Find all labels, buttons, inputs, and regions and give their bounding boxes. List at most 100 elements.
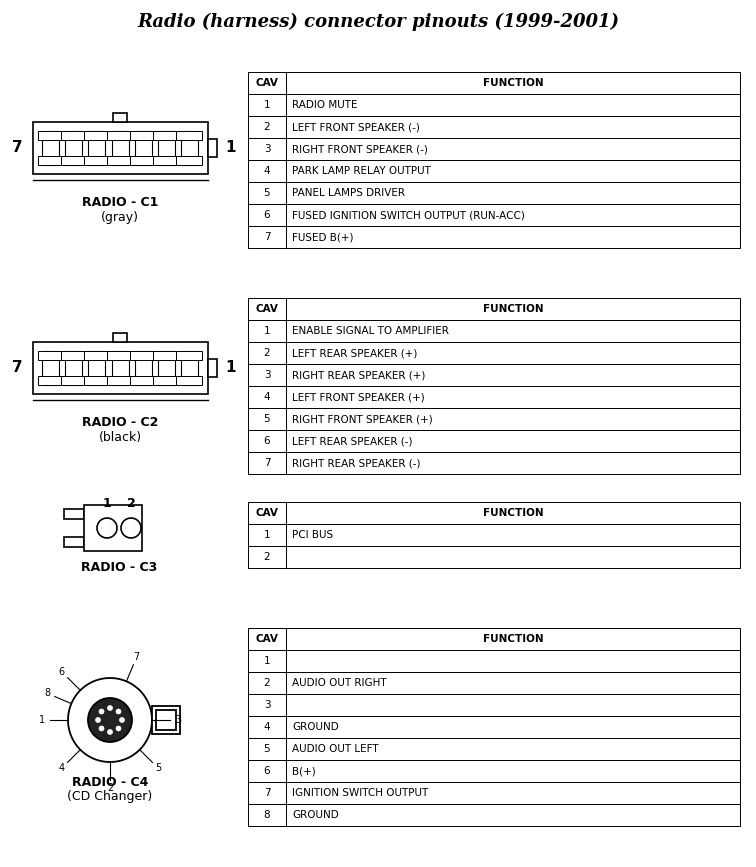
Bar — [248, 546, 740, 568]
Bar — [60, 156, 87, 165]
Bar — [42, 351, 60, 385]
Bar — [248, 116, 740, 138]
Text: RADIO - C4: RADIO - C4 — [72, 776, 148, 789]
Bar — [130, 351, 156, 360]
Bar — [248, 364, 740, 386]
Bar — [38, 351, 64, 360]
Bar — [248, 160, 740, 182]
Text: 2: 2 — [264, 348, 271, 358]
Bar — [88, 131, 106, 165]
Bar — [84, 156, 110, 165]
Text: FUNCTION: FUNCTION — [482, 634, 544, 644]
Bar — [176, 351, 203, 360]
Bar — [248, 298, 740, 320]
Circle shape — [95, 718, 101, 722]
Text: 4: 4 — [264, 166, 271, 176]
Text: RIGHT FRONT SPEAKER (-): RIGHT FRONT SPEAKER (-) — [292, 144, 428, 154]
Bar — [38, 156, 64, 165]
Bar — [248, 430, 740, 452]
Bar — [153, 376, 179, 385]
Text: 2: 2 — [264, 122, 271, 132]
Text: 2: 2 — [107, 783, 113, 793]
Bar — [248, 320, 740, 342]
Bar — [153, 351, 179, 360]
Text: FUNCTION: FUNCTION — [482, 304, 544, 314]
Text: GROUND: GROUND — [292, 810, 339, 820]
Text: 6: 6 — [264, 766, 271, 776]
Bar — [84, 376, 110, 385]
Text: 1: 1 — [39, 715, 45, 725]
Bar — [107, 351, 133, 360]
Circle shape — [121, 518, 141, 538]
Text: RADIO - C3: RADIO - C3 — [81, 561, 157, 574]
Bar — [107, 376, 133, 385]
Bar — [107, 131, 133, 140]
Bar — [207, 359, 216, 377]
Text: 4: 4 — [264, 722, 271, 732]
Bar — [248, 716, 740, 738]
Bar — [157, 131, 175, 165]
Text: Radio (harness) connector pinouts (1999-2001): Radio (harness) connector pinouts (1999-… — [137, 13, 619, 31]
Bar — [176, 376, 203, 385]
Bar — [248, 524, 740, 546]
Text: 5: 5 — [264, 414, 271, 424]
Circle shape — [107, 729, 113, 734]
Text: 5: 5 — [155, 763, 161, 773]
Bar — [84, 505, 142, 551]
Bar — [60, 351, 87, 360]
Text: IGNITION SWITCH OUTPUT: IGNITION SWITCH OUTPUT — [292, 788, 428, 798]
Circle shape — [99, 709, 104, 714]
Bar — [38, 376, 64, 385]
Text: 6: 6 — [264, 210, 271, 220]
Text: 4: 4 — [59, 763, 65, 773]
Text: AUDIO OUT RIGHT: AUDIO OUT RIGHT — [292, 678, 386, 688]
Bar — [157, 351, 175, 385]
Text: 1: 1 — [225, 140, 236, 155]
Bar — [248, 94, 740, 116]
Text: LEFT FRONT SPEAKER (+): LEFT FRONT SPEAKER (+) — [292, 392, 425, 402]
Text: (black): (black) — [98, 431, 141, 444]
Text: RADIO - C2: RADIO - C2 — [82, 416, 158, 429]
Text: 7: 7 — [264, 458, 271, 468]
Bar — [113, 333, 127, 342]
Circle shape — [68, 678, 152, 762]
Text: 8: 8 — [45, 688, 51, 699]
Text: CAV: CAV — [256, 634, 278, 644]
Text: PANEL LAMPS DRIVER: PANEL LAMPS DRIVER — [292, 188, 405, 198]
Text: 1: 1 — [264, 530, 271, 540]
Text: 1: 1 — [264, 100, 271, 110]
Text: 7: 7 — [12, 140, 23, 155]
Text: FUSED B(+): FUSED B(+) — [292, 232, 354, 242]
Bar — [181, 351, 197, 385]
Text: 5: 5 — [264, 188, 271, 198]
Circle shape — [88, 698, 132, 742]
Bar — [248, 782, 740, 804]
Text: 3: 3 — [264, 700, 271, 710]
Text: LEFT FRONT SPEAKER (-): LEFT FRONT SPEAKER (-) — [292, 122, 420, 132]
Bar — [113, 113, 127, 122]
Text: LEFT REAR SPEAKER (+): LEFT REAR SPEAKER (+) — [292, 348, 417, 358]
Text: 1: 1 — [225, 361, 236, 375]
Text: LEFT REAR SPEAKER (-): LEFT REAR SPEAKER (-) — [292, 436, 413, 446]
Text: (gray): (gray) — [101, 211, 139, 224]
Bar — [248, 672, 740, 694]
Text: 2: 2 — [126, 497, 135, 510]
Text: CAV: CAV — [256, 78, 278, 88]
Circle shape — [116, 709, 121, 714]
Text: 3: 3 — [264, 370, 271, 380]
Text: 8: 8 — [264, 810, 271, 820]
Bar — [60, 376, 87, 385]
Circle shape — [99, 726, 104, 731]
Bar — [248, 72, 740, 94]
Bar — [248, 452, 740, 474]
Bar — [248, 738, 740, 760]
Bar — [111, 351, 129, 385]
Bar — [248, 182, 740, 204]
Circle shape — [97, 518, 117, 538]
Circle shape — [116, 726, 121, 731]
Bar — [33, 342, 207, 394]
Bar — [130, 376, 156, 385]
Circle shape — [119, 718, 125, 722]
Text: B(+): B(+) — [292, 766, 316, 776]
Text: RADIO - C1: RADIO - C1 — [82, 196, 158, 209]
